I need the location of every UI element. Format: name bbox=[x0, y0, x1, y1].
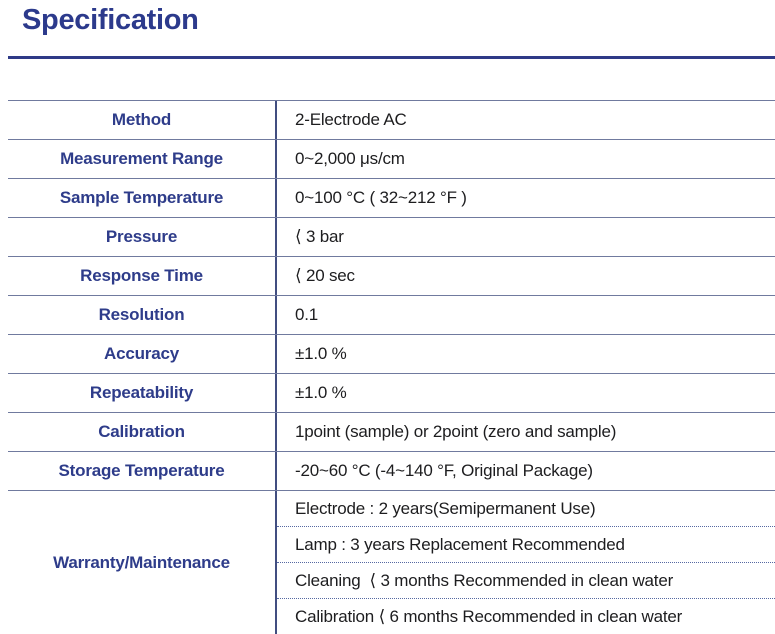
spec-label: Warranty/Maintenance bbox=[8, 491, 277, 634]
spec-label: Pressure bbox=[8, 218, 277, 256]
spec-value: ⟨ 20 sec bbox=[295, 266, 355, 285]
spec-row-storage-temperature: Storage Temperature -20~60 °C (-4~140 °F… bbox=[8, 451, 775, 490]
spec-row-accuracy: Accuracy ±1.0 % bbox=[8, 334, 775, 373]
spec-label: Method bbox=[8, 101, 277, 139]
spec-value: -20~60 °C (-4~140 °F, Original Package) bbox=[295, 461, 593, 480]
spec-label: Measurement Range bbox=[8, 140, 277, 178]
spec-value: 2-Electrode AC bbox=[295, 110, 407, 129]
spec-label: Storage Temperature bbox=[8, 452, 277, 490]
spec-row-repeatability: Repeatability ±1.0 % bbox=[8, 373, 775, 412]
warranty-item-calibration: Calibration ⟨ 6 months Recommended in cl… bbox=[277, 598, 775, 634]
spec-value: ±1.0 % bbox=[295, 344, 347, 363]
spec-row-resolution: Resolution 0.1 bbox=[8, 295, 775, 334]
spec-label: Accuracy bbox=[8, 335, 277, 373]
spec-row-warranty-maintenance: Warranty/Maintenance Electrode : 2 years… bbox=[8, 490, 775, 634]
page-title: Specification bbox=[22, 4, 199, 36]
warranty-item-cleaning: Cleaning ⟨ 3 months Recommended in clean… bbox=[277, 562, 775, 598]
spec-label: Sample Temperature bbox=[8, 179, 277, 217]
spec-value: 0~2,000 μs/cm bbox=[295, 149, 405, 168]
spec-row-response-time: Response Time ⟨ 20 sec bbox=[8, 256, 775, 295]
spec-label: Calibration bbox=[8, 413, 277, 451]
warranty-item-lamp: Lamp : 3 years Replacement Recommended bbox=[277, 526, 775, 562]
spec-row-pressure: Pressure ⟨ 3 bar bbox=[8, 217, 775, 256]
spec-row-sample-temperature: Sample Temperature 0~100 °C ( 32~212 °F … bbox=[8, 178, 775, 217]
spec-label: Response Time bbox=[8, 257, 277, 295]
spec-value: 1point (sample) or 2point (zero and samp… bbox=[295, 422, 617, 441]
spec-value: ±1.0 % bbox=[295, 383, 347, 402]
spec-value: 0~100 °C ( 32~212 °F ) bbox=[295, 188, 467, 207]
spec-value: ⟨ 3 bar bbox=[295, 227, 344, 246]
warranty-item-electrode: Electrode : 2 years(Semipermanent Use) bbox=[295, 498, 596, 518]
spec-row-measurement-range: Measurement Range 0~2,000 μs/cm bbox=[8, 139, 775, 178]
spec-row-method: Method 2-Electrode AC bbox=[8, 100, 775, 139]
title-divider bbox=[8, 56, 775, 59]
spec-row-calibration: Calibration 1point (sample) or 2point (z… bbox=[8, 412, 775, 451]
warranty-value-list: Electrode : 2 years(Semipermanent Use) L… bbox=[277, 491, 775, 634]
spec-label: Resolution bbox=[8, 296, 277, 334]
spec-value: 0.1 bbox=[295, 305, 319, 324]
spec-label: Repeatability bbox=[8, 374, 277, 412]
specification-table: Method 2-Electrode AC Measurement Range … bbox=[8, 100, 775, 634]
